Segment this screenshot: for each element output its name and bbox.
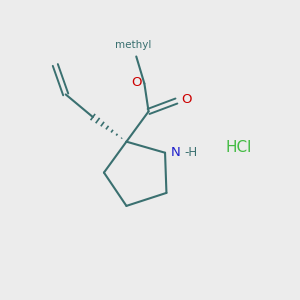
Text: O: O [182,93,192,106]
Text: HCl: HCl [226,140,252,154]
Text: -H: -H [184,146,197,159]
Text: methyl: methyl [115,40,152,50]
Text: N: N [170,146,180,159]
Text: O: O [131,76,141,88]
